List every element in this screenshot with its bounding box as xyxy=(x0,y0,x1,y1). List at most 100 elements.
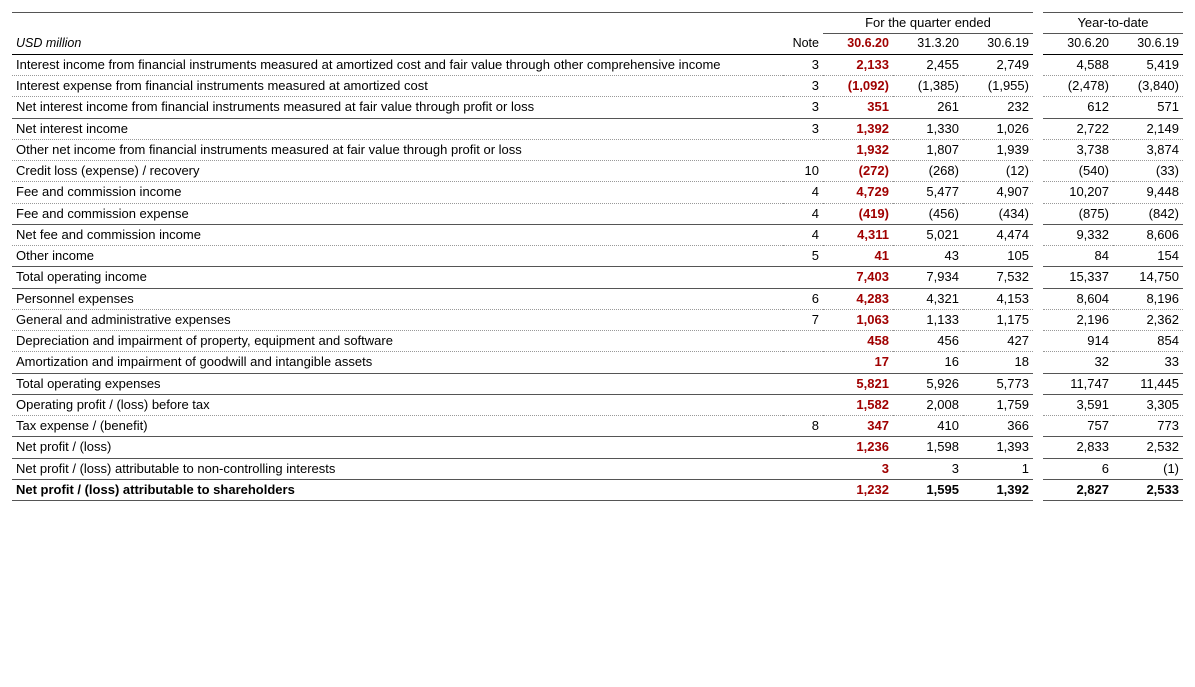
row-note xyxy=(783,352,823,373)
row-value: 2,362 xyxy=(1113,309,1183,330)
row-value: (456) xyxy=(893,203,963,224)
header-group-row: For the quarter ended Year-to-date xyxy=(12,13,1183,34)
note-header: Note xyxy=(783,34,823,55)
row-label: Net fee and commission income xyxy=(12,224,783,245)
table-row: Operating profit / (loss) before tax1,58… xyxy=(12,394,1183,415)
row-value: 5,021 xyxy=(893,224,963,245)
table-row: Other income5414310584154 xyxy=(12,246,1183,267)
row-label: Total operating expenses xyxy=(12,373,783,394)
row-value: 1 xyxy=(963,458,1033,479)
row-value: (875) xyxy=(1043,203,1113,224)
row-value: 427 xyxy=(963,331,1033,352)
row-label: Net profit / (loss) attributable to non-… xyxy=(12,458,783,479)
row-value: 1,807 xyxy=(893,139,963,160)
row-note: 7 xyxy=(783,309,823,330)
table-row: Fee and commission income44,7295,4774,90… xyxy=(12,182,1183,203)
row-value: 5,477 xyxy=(893,182,963,203)
row-note xyxy=(783,437,823,458)
row-value: 232 xyxy=(963,97,1033,118)
row-value: 18 xyxy=(963,352,1033,373)
row-value: (1,092) xyxy=(823,76,893,97)
row-value: 3 xyxy=(893,458,963,479)
period-3: 30.6.20 xyxy=(1043,34,1113,55)
table-row: Interest expense from financial instrume… xyxy=(12,76,1183,97)
row-value: (419) xyxy=(823,203,893,224)
row-value: (1) xyxy=(1113,458,1183,479)
row-value: 7,934 xyxy=(893,267,963,288)
row-value: 84 xyxy=(1043,246,1113,267)
row-note: 3 xyxy=(783,54,823,75)
row-value: (540) xyxy=(1043,161,1113,182)
table-row: Fee and commission expense4(419)(456)(43… xyxy=(12,203,1183,224)
row-value: 773 xyxy=(1113,416,1183,437)
row-note: 3 xyxy=(783,76,823,97)
row-value: 4,474 xyxy=(963,224,1033,245)
row-value: 6 xyxy=(1043,458,1113,479)
table-row: Net profit / (loss) attributable to shar… xyxy=(12,479,1183,500)
row-value: 43 xyxy=(893,246,963,267)
header-periods-row: USD million Note 30.6.20 31.3.20 30.6.19… xyxy=(12,34,1183,55)
row-note xyxy=(783,373,823,394)
row-value: 854 xyxy=(1113,331,1183,352)
row-value: (33) xyxy=(1113,161,1183,182)
row-value: 14,750 xyxy=(1113,267,1183,288)
row-value: 10,207 xyxy=(1043,182,1113,203)
row-label: Amortization and impairment of goodwill … xyxy=(12,352,783,373)
row-value: 2,722 xyxy=(1043,118,1113,139)
row-value: 4,283 xyxy=(823,288,893,309)
row-value: 3,591 xyxy=(1043,394,1113,415)
row-label: Tax expense / (benefit) xyxy=(12,416,783,437)
row-value: (12) xyxy=(963,161,1033,182)
row-value: 1,598 xyxy=(893,437,963,458)
row-value: 1,595 xyxy=(893,479,963,500)
table-row: Amortization and impairment of goodwill … xyxy=(12,352,1183,373)
row-label: General and administrative expenses xyxy=(12,309,783,330)
row-value: (842) xyxy=(1113,203,1183,224)
row-label: Other income xyxy=(12,246,783,267)
row-value: 1,063 xyxy=(823,309,893,330)
row-value: 1,236 xyxy=(823,437,893,458)
row-value: 3 xyxy=(823,458,893,479)
row-value: (268) xyxy=(893,161,963,182)
row-label: Fee and commission income xyxy=(12,182,783,203)
row-value: 33 xyxy=(1113,352,1183,373)
row-value: (1,385) xyxy=(893,76,963,97)
row-value: (3,840) xyxy=(1113,76,1183,97)
row-value: 261 xyxy=(893,97,963,118)
unit-label: USD million xyxy=(12,34,783,55)
row-value: 9,448 xyxy=(1113,182,1183,203)
row-label: Fee and commission expense xyxy=(12,203,783,224)
row-value: 7,532 xyxy=(963,267,1033,288)
row-value: 5,773 xyxy=(963,373,1033,394)
table-row: Total operating income7,4037,9347,53215,… xyxy=(12,267,1183,288)
period-4: 30.6.19 xyxy=(1113,34,1183,55)
row-value: 11,747 xyxy=(1043,373,1113,394)
income-statement-table: For the quarter ended Year-to-date USD m… xyxy=(12,12,1183,501)
row-value: 612 xyxy=(1043,97,1113,118)
row-value: 16 xyxy=(893,352,963,373)
row-value: 1,939 xyxy=(963,139,1033,160)
row-note: 4 xyxy=(783,224,823,245)
row-value: 7,403 xyxy=(823,267,893,288)
row-note xyxy=(783,458,823,479)
row-value: 2,133 xyxy=(823,54,893,75)
row-value: 3,305 xyxy=(1113,394,1183,415)
row-value: 2,149 xyxy=(1113,118,1183,139)
table-row: Tax expense / (benefit)8347410366757773 xyxy=(12,416,1183,437)
row-value: 3,874 xyxy=(1113,139,1183,160)
row-label: Total operating income xyxy=(12,267,783,288)
row-value: 914 xyxy=(1043,331,1113,352)
row-value: 1,393 xyxy=(963,437,1033,458)
row-value: 8,196 xyxy=(1113,288,1183,309)
row-value: 1,582 xyxy=(823,394,893,415)
row-value: 105 xyxy=(963,246,1033,267)
row-note: 3 xyxy=(783,97,823,118)
table-row: Net fee and commission income44,3115,021… xyxy=(12,224,1183,245)
row-value: 456 xyxy=(893,331,963,352)
row-value: 410 xyxy=(893,416,963,437)
row-value: 9,332 xyxy=(1043,224,1113,245)
row-note: 10 xyxy=(783,161,823,182)
row-value: 3,738 xyxy=(1043,139,1113,160)
row-note xyxy=(783,331,823,352)
row-value: 4,729 xyxy=(823,182,893,203)
